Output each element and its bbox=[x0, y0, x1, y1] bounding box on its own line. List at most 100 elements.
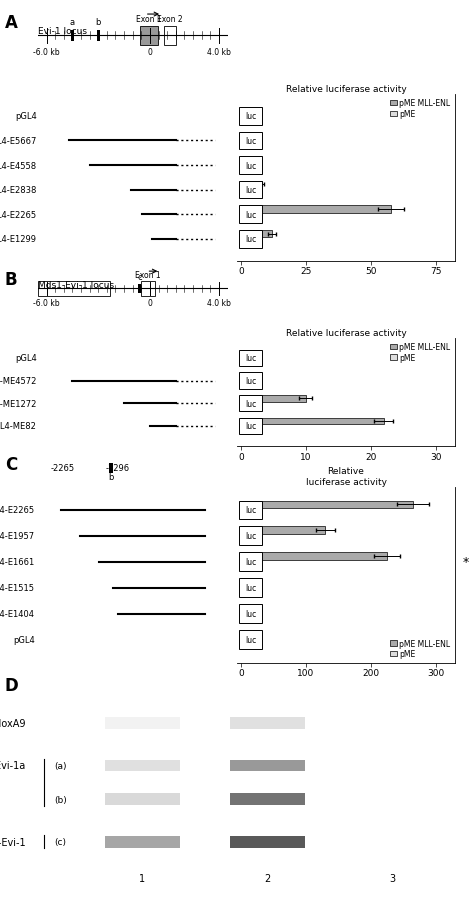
Bar bbox=[241, 527, 325, 535]
Bar bbox=[239, 157, 262, 175]
Bar bbox=[239, 579, 262, 597]
Bar bbox=[239, 108, 262, 125]
Text: pGL4-E5667: pGL4-E5667 bbox=[0, 137, 36, 146]
Bar bbox=[241, 590, 244, 597]
Text: 4.0 kb: 4.0 kb bbox=[207, 299, 231, 308]
Bar bbox=[38, 281, 110, 297]
Bar bbox=[239, 373, 262, 390]
Bar bbox=[241, 604, 249, 612]
Text: pGL4-ME1272: pGL4-ME1272 bbox=[0, 400, 36, 408]
Title: Relative luciferase activity: Relative luciferase activity bbox=[286, 328, 406, 337]
Text: (b): (b) bbox=[55, 795, 67, 804]
Bar bbox=[241, 157, 245, 164]
Text: luc: luc bbox=[245, 506, 256, 515]
Bar bbox=[241, 133, 242, 140]
Text: c: c bbox=[137, 272, 142, 281]
Text: pGL4-E2265: pGL4-E2265 bbox=[0, 506, 35, 515]
Text: Exon 1: Exon 1 bbox=[136, 271, 161, 280]
Bar bbox=[140, 26, 158, 45]
Text: Exon 1: Exon 1 bbox=[137, 15, 162, 24]
Bar bbox=[241, 553, 387, 560]
Bar bbox=[239, 527, 262, 546]
Legend: pME MLL-ENL, pME: pME MLL-ENL, pME bbox=[390, 638, 451, 659]
Text: b: b bbox=[96, 18, 101, 27]
Bar bbox=[241, 538, 247, 546]
Legend: pME MLL-ENL, pME: pME MLL-ENL, pME bbox=[390, 342, 451, 364]
Text: (c): (c) bbox=[55, 837, 67, 846]
Text: HoxA9: HoxA9 bbox=[0, 718, 26, 728]
Bar bbox=[241, 351, 244, 357]
Bar bbox=[230, 836, 305, 848]
Text: 0: 0 bbox=[147, 299, 153, 308]
Bar bbox=[105, 794, 180, 805]
Text: luc: luc bbox=[245, 584, 256, 593]
Text: pGL4-E4558: pGL4-E4558 bbox=[0, 161, 36, 170]
Bar bbox=[241, 207, 392, 214]
Bar bbox=[138, 285, 141, 294]
Text: B: B bbox=[5, 271, 18, 289]
Bar bbox=[241, 405, 251, 412]
Text: A: A bbox=[5, 14, 18, 32]
Bar bbox=[239, 501, 262, 520]
Text: luc: luc bbox=[245, 422, 256, 430]
Title: Relative
luciferase activity: Relative luciferase activity bbox=[306, 467, 386, 486]
Text: b: b bbox=[108, 473, 114, 482]
Bar bbox=[239, 604, 262, 623]
Text: Evi-1 locus: Evi-1 locus bbox=[38, 26, 87, 35]
Text: 1: 1 bbox=[139, 873, 145, 883]
Bar bbox=[239, 133, 262, 150]
Text: luc: luc bbox=[245, 113, 256, 121]
Text: pGL4-E2838: pGL4-E2838 bbox=[0, 186, 36, 195]
Text: luc: luc bbox=[245, 610, 256, 618]
Text: -6.0 kb: -6.0 kb bbox=[33, 48, 60, 57]
Bar bbox=[241, 168, 242, 175]
Text: luc: luc bbox=[245, 210, 256, 219]
Text: luc: luc bbox=[245, 186, 256, 195]
Bar bbox=[241, 630, 244, 638]
Text: 2: 2 bbox=[264, 873, 271, 883]
Bar bbox=[241, 143, 242, 150]
Bar bbox=[239, 419, 262, 435]
Text: luc: luc bbox=[245, 354, 256, 363]
Text: Exon 2: Exon 2 bbox=[157, 15, 182, 24]
Text: pGL4-E1957: pGL4-E1957 bbox=[0, 532, 35, 540]
Bar bbox=[230, 717, 305, 729]
Bar bbox=[241, 579, 253, 586]
Bar bbox=[241, 118, 242, 125]
Bar bbox=[230, 759, 305, 771]
Bar bbox=[239, 553, 262, 571]
Bar bbox=[239, 351, 262, 367]
Bar bbox=[241, 241, 246, 248]
Bar bbox=[239, 231, 262, 248]
Bar bbox=[239, 396, 262, 412]
Bar bbox=[141, 281, 155, 297]
Text: pGL4: pGL4 bbox=[13, 635, 35, 644]
Text: pGL4-E1515: pGL4-E1515 bbox=[0, 584, 35, 593]
Bar bbox=[109, 464, 113, 474]
Text: C: C bbox=[5, 456, 17, 474]
Text: pGL4: pGL4 bbox=[15, 113, 36, 121]
Text: pGL4-E1661: pGL4-E1661 bbox=[0, 557, 35, 566]
Text: -2265: -2265 bbox=[51, 464, 74, 472]
Legend: pME MLL-ENL, pME: pME MLL-ENL, pME bbox=[390, 98, 451, 120]
Text: luc: luc bbox=[245, 557, 256, 566]
Text: luc: luc bbox=[245, 235, 256, 244]
Bar bbox=[97, 31, 100, 41]
Text: D: D bbox=[5, 676, 18, 695]
Text: Input: Input bbox=[129, 686, 155, 696]
Bar bbox=[241, 641, 243, 649]
Text: Mds1-Evi-1 locus: Mds1-Evi-1 locus bbox=[38, 281, 114, 290]
Bar bbox=[164, 26, 176, 45]
Text: luc: luc bbox=[245, 532, 256, 540]
Bar bbox=[239, 181, 262, 199]
Bar bbox=[241, 216, 247, 224]
Bar bbox=[241, 501, 413, 509]
Bar bbox=[71, 31, 74, 41]
Bar bbox=[239, 630, 262, 649]
Text: IgG: IgG bbox=[384, 686, 401, 696]
Text: pGL4: pGL4 bbox=[15, 354, 36, 363]
Bar bbox=[230, 794, 305, 805]
Bar bbox=[241, 564, 253, 571]
Text: luc: luc bbox=[245, 377, 256, 385]
Text: Mds1-Evi-1: Mds1-Evi-1 bbox=[0, 837, 26, 847]
